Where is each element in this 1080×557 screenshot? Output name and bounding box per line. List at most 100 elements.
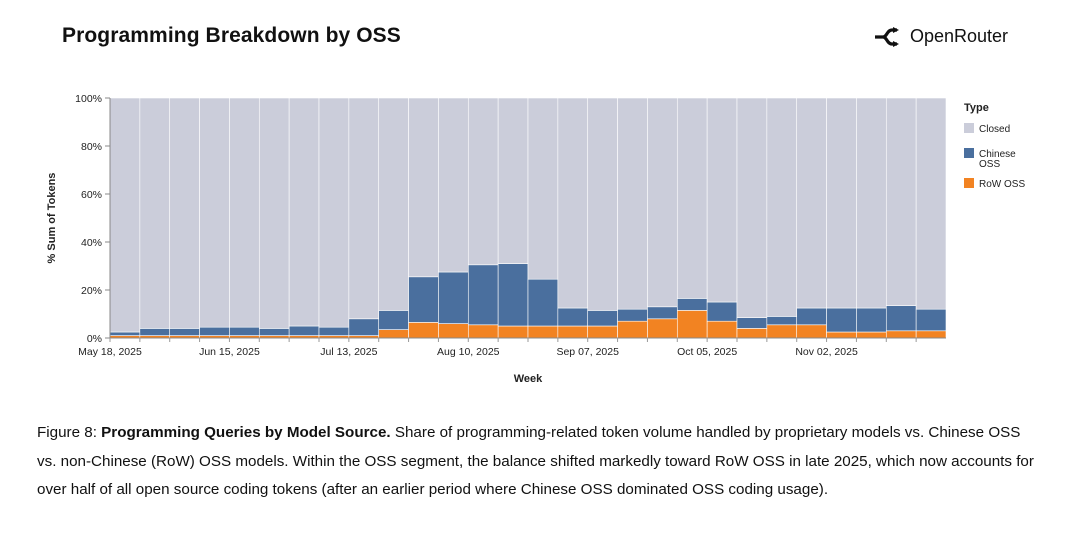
legend-swatch (964, 123, 974, 133)
chart-title: Programming Breakdown by OSS (62, 24, 401, 47)
y-tick-label: 20% (81, 285, 102, 297)
bar-closed-11 (438, 97, 469, 273)
bar-row-oss-18 (647, 318, 678, 339)
x-tick-label: May 18, 2025 (78, 346, 142, 358)
bar-chinese-oss-7 (318, 326, 350, 336)
bar-chinese-oss-17 (617, 308, 648, 322)
bar-closed-8 (348, 97, 380, 320)
bar-chinese-oss-9 (378, 310, 409, 330)
bar-chinese-oss-16 (587, 310, 618, 327)
bar-chinese-oss-21 (736, 317, 768, 329)
bar-closed-27 (915, 97, 947, 310)
bar-chinese-oss-5 (258, 328, 290, 336)
bar-chinese-oss-19 (676, 298, 708, 311)
y-tick-label: 40% (81, 237, 102, 249)
bar-chinese-oss-25 (856, 307, 887, 333)
bar-closed-0 (109, 97, 141, 333)
bar-closed-15 (557, 97, 589, 309)
legend-swatch (964, 178, 974, 188)
bar-row-oss-26 (885, 330, 917, 339)
bar-row-oss-19 (676, 310, 708, 339)
bar-chinese-oss-22 (766, 316, 798, 326)
x-tick-label: Jul 13, 2025 (320, 346, 377, 358)
legend-label: Chinese (979, 149, 1016, 160)
bar-row-oss-15 (557, 325, 589, 339)
bar-closed-20 (706, 97, 738, 303)
bar-row-oss-16 (587, 325, 618, 339)
bar-closed-14 (527, 97, 559, 280)
bar-chinese-oss-2 (169, 328, 200, 336)
bars-group (109, 97, 947, 339)
bar-chinese-oss-0 (109, 331, 141, 336)
bar-chinese-oss-23 (796, 307, 827, 326)
bar-chinese-oss-12 (467, 264, 499, 326)
legend-label: RoW OSS (979, 179, 1025, 190)
bar-closed-3 (199, 97, 230, 328)
bar-chinese-oss-14 (527, 278, 559, 327)
bar-row-oss-12 (467, 324, 499, 339)
x-tick-label: Aug 10, 2025 (437, 346, 500, 358)
x-tick-label: Nov 02, 2025 (795, 346, 858, 358)
bar-row-oss-27 (915, 330, 947, 339)
caption-bold: Programming Queries by Model Source. (101, 424, 391, 441)
y-tick-label: 0% (87, 333, 102, 345)
bar-row-oss-10 (408, 322, 439, 339)
legend-label: OSS (979, 159, 1000, 170)
brand-name: OpenRouter (909, 26, 1008, 46)
bar-chinese-oss-18 (647, 306, 678, 320)
bar-closed-19 (676, 97, 708, 299)
bar-row-oss-17 (617, 320, 648, 339)
bar-closed-1 (139, 97, 171, 329)
bar-closed-4 (229, 97, 260, 328)
bar-chinese-oss-6 (288, 325, 320, 336)
bar-chinese-oss-4 (229, 326, 260, 336)
bar-row-oss-20 (706, 320, 738, 339)
bar-closed-5 (258, 97, 290, 329)
bar-chinese-oss-15 (557, 307, 589, 327)
y-tick-label: 100% (75, 93, 102, 105)
y-axis-title: % Sum of Tokens (46, 173, 58, 264)
legend-label: Closed (979, 124, 1010, 135)
bar-chinese-oss-1 (139, 328, 171, 336)
bar-closed-13 (497, 97, 529, 264)
x-axis: May 18, 2025 Jun 15, 2025 Jul 13, 2025 Aug … (78, 337, 946, 358)
bar-closed-7 (318, 97, 350, 328)
bar-row-oss-13 (497, 325, 529, 339)
y-tick-label: 60% (81, 189, 102, 201)
stacked-bar-chart: 0% 20% 40% 60% 80% 100% May 18, 2025 Jun 15, 2… (46, 93, 1025, 385)
bar-chinese-oss-11 (438, 271, 469, 324)
legend-title: Type (964, 102, 989, 114)
openrouter-logo-icon (874, 26, 899, 47)
caption-prefix: Figure 8: (37, 424, 102, 441)
bar-closed-25 (856, 97, 887, 309)
bar-closed-18 (647, 97, 678, 308)
x-tick-label: Oct 05, 2025 (677, 346, 737, 358)
bar-closed-22 (766, 97, 798, 317)
bar-row-oss-22 (766, 324, 798, 339)
bar-chinese-oss-13 (497, 263, 529, 327)
bar-closed-10 (408, 97, 439, 278)
x-tick-label: Sep 07, 2025 (556, 346, 619, 358)
bar-row-oss-14 (527, 325, 559, 339)
bar-chinese-oss-3 (199, 326, 230, 336)
bar-closed-2 (169, 97, 200, 329)
bar-closed-21 (736, 97, 768, 318)
figure-caption: Figure 8: Programming Queries by Model S… (37, 419, 1037, 505)
bar-closed-26 (885, 97, 917, 306)
bar-closed-17 (617, 97, 648, 310)
x-axis-title: Week (514, 373, 543, 385)
bar-chinese-oss-10 (408, 276, 439, 323)
bar-chinese-oss-27 (915, 308, 947, 332)
bar-closed-6 (288, 97, 320, 327)
y-tick-label: 80% (81, 141, 102, 153)
caption-text: Share of programming-related token volum… (37, 424, 1034, 498)
bar-chinese-oss-20 (706, 301, 738, 322)
bar-row-oss-9 (378, 329, 409, 339)
legend-swatch (964, 148, 974, 158)
bar-row-oss-21 (736, 328, 768, 339)
bar-row-oss-23 (796, 324, 827, 339)
y-axis: 0% 20% 40% 60% 80% 100% (75, 93, 111, 345)
brand[interactable]: OpenRouter (874, 26, 1008, 47)
x-tick-label: Jun 15, 2025 (199, 346, 260, 358)
